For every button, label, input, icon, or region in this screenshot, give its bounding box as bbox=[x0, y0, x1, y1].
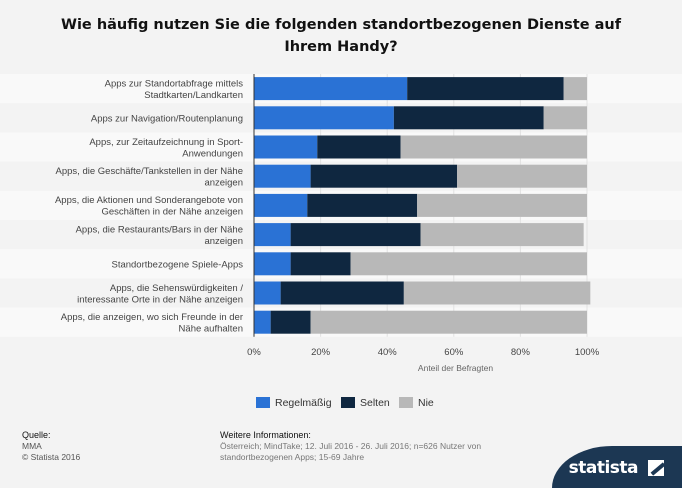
legend-label: Nie bbox=[418, 397, 434, 409]
category-label: Apps, die Geschäfte/Tankstellen in der N… bbox=[56, 166, 243, 177]
category-label: Apps, die Aktionen und Sonderangebote vo… bbox=[55, 195, 243, 206]
category-label: anzeigen bbox=[204, 177, 243, 188]
bar-segment bbox=[254, 281, 281, 305]
legend-swatch bbox=[341, 397, 355, 408]
category-label: Stadtkarten/Landkarten bbox=[144, 90, 243, 101]
info-heading: Weitere Informationen: bbox=[220, 430, 311, 440]
bar-segment bbox=[400, 135, 587, 159]
bar-segment bbox=[457, 164, 587, 188]
statista-logo-text[interactable]: statista bbox=[568, 458, 639, 478]
bar-segment bbox=[310, 164, 458, 188]
category-label: Apps zur Navigation/Routenplanung bbox=[91, 113, 243, 124]
x-tick-label: 80% bbox=[511, 347, 531, 358]
category-label: Apps, die anzeigen, wo sich Freunde in d… bbox=[61, 312, 243, 323]
bar-segment bbox=[270, 310, 311, 334]
bar-segment bbox=[350, 252, 587, 276]
category-label: Anwendungen bbox=[182, 148, 243, 159]
category-label: Apps zur Standortabfrage mittels bbox=[105, 78, 244, 89]
bar-segment bbox=[254, 193, 308, 217]
source-line: © Statista 2016 bbox=[22, 452, 81, 462]
source-line: MMA bbox=[22, 441, 42, 451]
x-tick-label: 60% bbox=[444, 347, 464, 358]
category-label: Apps, die Restaurants/Bars in der Nähe bbox=[76, 224, 243, 235]
bar-segment bbox=[543, 106, 587, 130]
bar-segment bbox=[254, 252, 291, 276]
bar-segment bbox=[420, 223, 584, 247]
bar-segment bbox=[563, 77, 587, 101]
bar-segment bbox=[290, 223, 421, 247]
x-tick-label: 0% bbox=[247, 347, 261, 358]
category-label: anzeigen bbox=[204, 236, 243, 247]
statista-logo-icon[interactable] bbox=[648, 460, 664, 476]
category-label: Nähe aufhalten bbox=[179, 323, 243, 334]
bar-segment bbox=[254, 135, 318, 159]
bar-segment bbox=[393, 106, 544, 130]
legend-swatch bbox=[399, 397, 413, 408]
info-text: Österreich; MindTake; 12. Juli 2016 - 26… bbox=[220, 441, 482, 462]
bar-segment bbox=[403, 281, 591, 305]
bar-segment bbox=[290, 252, 351, 276]
legend-swatch bbox=[256, 397, 270, 408]
bar-segment bbox=[407, 77, 564, 101]
source-heading: Quelle: bbox=[22, 430, 51, 440]
bar-segment bbox=[307, 193, 418, 217]
x-tick-label: 40% bbox=[378, 347, 398, 358]
category-label: Apps, die Sehenswürdigkeiten / bbox=[110, 283, 243, 294]
bar-segment bbox=[280, 281, 404, 305]
stacked-bar-chart: Apps zur Standortabfrage mittelsStadtkar… bbox=[54, 74, 600, 409]
category-label: interessante Orte in der Nähe anzeigen bbox=[77, 294, 243, 305]
x-axis-label: Anteil der Befragten bbox=[418, 363, 493, 373]
bar-segment bbox=[254, 310, 271, 334]
x-tick-label: 20% bbox=[311, 347, 331, 358]
bar-segment bbox=[254, 164, 311, 188]
bar-segment bbox=[254, 106, 394, 130]
x-tick-label: 100% bbox=[575, 347, 600, 358]
bar-segment bbox=[254, 77, 408, 101]
bar-segment bbox=[317, 135, 401, 159]
chart-title: Wie häufig nutzen Sie die folgenden stan… bbox=[60, 17, 622, 55]
bar-segment bbox=[417, 193, 587, 217]
category-label: Standortbezogene Spiele-Apps bbox=[111, 259, 243, 270]
bar-segment bbox=[254, 223, 291, 247]
bar-segment bbox=[310, 310, 587, 334]
source-block: Quelle: MMA © Statista 2016 bbox=[22, 430, 80, 463]
legend-label: Regelmäßig bbox=[275, 397, 332, 409]
category-label: Apps, zur Zeitaufzeichnung in Sport- bbox=[89, 137, 243, 148]
legend-label: Selten bbox=[360, 397, 390, 409]
info-block: Weitere Informationen: Österreich; MindT… bbox=[220, 430, 490, 463]
category-label: Geschäften in der Nähe anzeigen bbox=[101, 207, 243, 218]
